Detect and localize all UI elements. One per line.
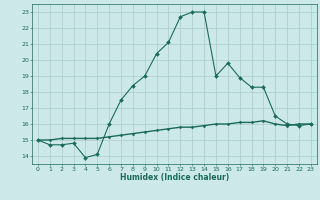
X-axis label: Humidex (Indice chaleur): Humidex (Indice chaleur) — [120, 173, 229, 182]
